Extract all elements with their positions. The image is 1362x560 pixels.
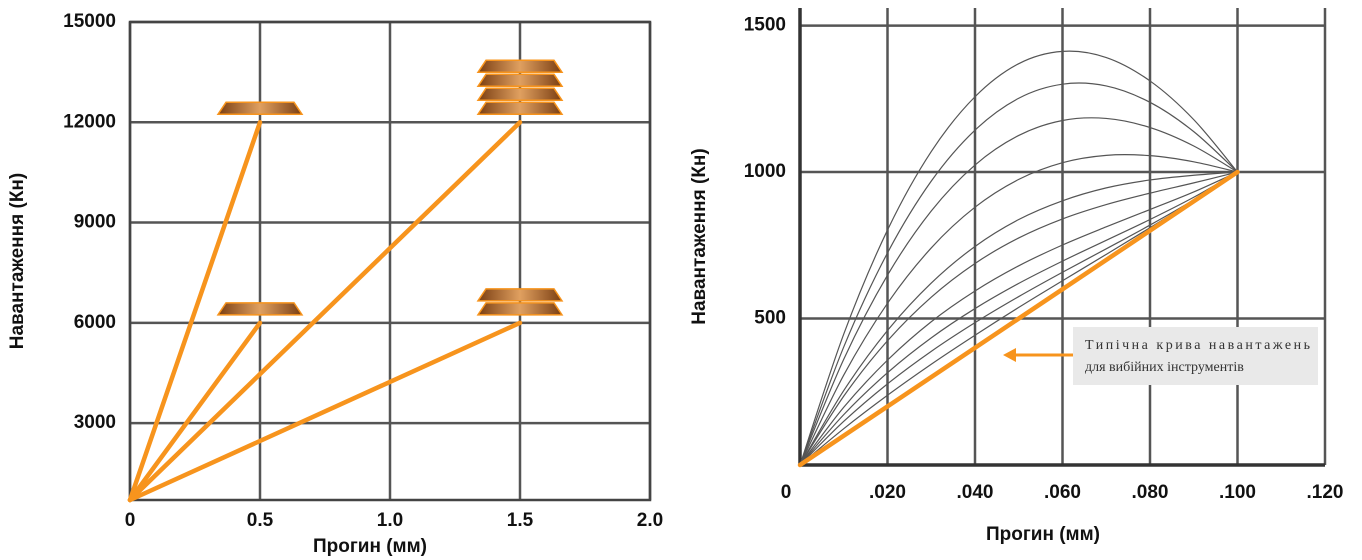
series-line bbox=[130, 122, 520, 500]
series-line bbox=[130, 323, 520, 500]
y-tick-label: 12000 bbox=[63, 111, 116, 132]
annotation-arrowhead bbox=[1003, 348, 1016, 362]
series-line bbox=[130, 323, 260, 500]
x-axis-title: Прогин (мм) bbox=[986, 524, 1100, 545]
y-tick-label: 1000 bbox=[744, 161, 786, 182]
y-tick-label: 1500 bbox=[744, 15, 786, 36]
y-axis-title: Навантаження (Кн) bbox=[7, 173, 28, 349]
x-tick-label: 1.5 bbox=[507, 510, 534, 531]
series-line bbox=[800, 51, 1238, 465]
x-tick-label: .060 bbox=[1044, 482, 1081, 503]
x-tick-label: .100 bbox=[1219, 482, 1256, 503]
spring-disc bbox=[478, 60, 562, 72]
series-line bbox=[800, 118, 1238, 465]
annotation-box bbox=[1073, 327, 1318, 385]
x-tick-label: 1.0 bbox=[377, 510, 403, 531]
spring-disc bbox=[218, 102, 302, 114]
y-axis-title: Навантаження (Кн) bbox=[689, 148, 710, 324]
y-tick-label: 9000 bbox=[74, 212, 116, 233]
spring-disc bbox=[478, 289, 562, 301]
x-axis-title: Прогин (мм) bbox=[313, 536, 427, 557]
x-tick-label: 2.0 bbox=[637, 510, 663, 531]
x-tick-label: .040 bbox=[957, 482, 994, 503]
spring-disc bbox=[478, 88, 562, 100]
spring-disc bbox=[478, 102, 562, 114]
x-tick-label: .080 bbox=[1132, 482, 1169, 503]
spring-disc bbox=[218, 303, 302, 315]
spring-disc bbox=[478, 74, 562, 86]
x-tick-label: .020 bbox=[869, 482, 906, 503]
annotation-text: Типічна крива навантажень bbox=[1085, 338, 1310, 353]
y-tick-label: 3000 bbox=[74, 412, 116, 433]
annotation-text: для вибійних інструментів bbox=[1085, 360, 1244, 375]
x-tick-label: 0 bbox=[781, 482, 792, 503]
y-tick-label: 500 bbox=[754, 308, 786, 329]
series-line bbox=[800, 83, 1238, 465]
charts: 00.51.01.52.03000600090001200015000Проги… bbox=[0, 0, 1362, 560]
x-tick-label: .120 bbox=[1307, 482, 1344, 503]
x-tick-label: 0 bbox=[125, 510, 136, 531]
spring-disc bbox=[478, 303, 562, 315]
x-tick-label: 0.5 bbox=[247, 510, 274, 531]
y-tick-label: 6000 bbox=[74, 312, 116, 333]
y-tick-label: 15000 bbox=[63, 11, 116, 32]
